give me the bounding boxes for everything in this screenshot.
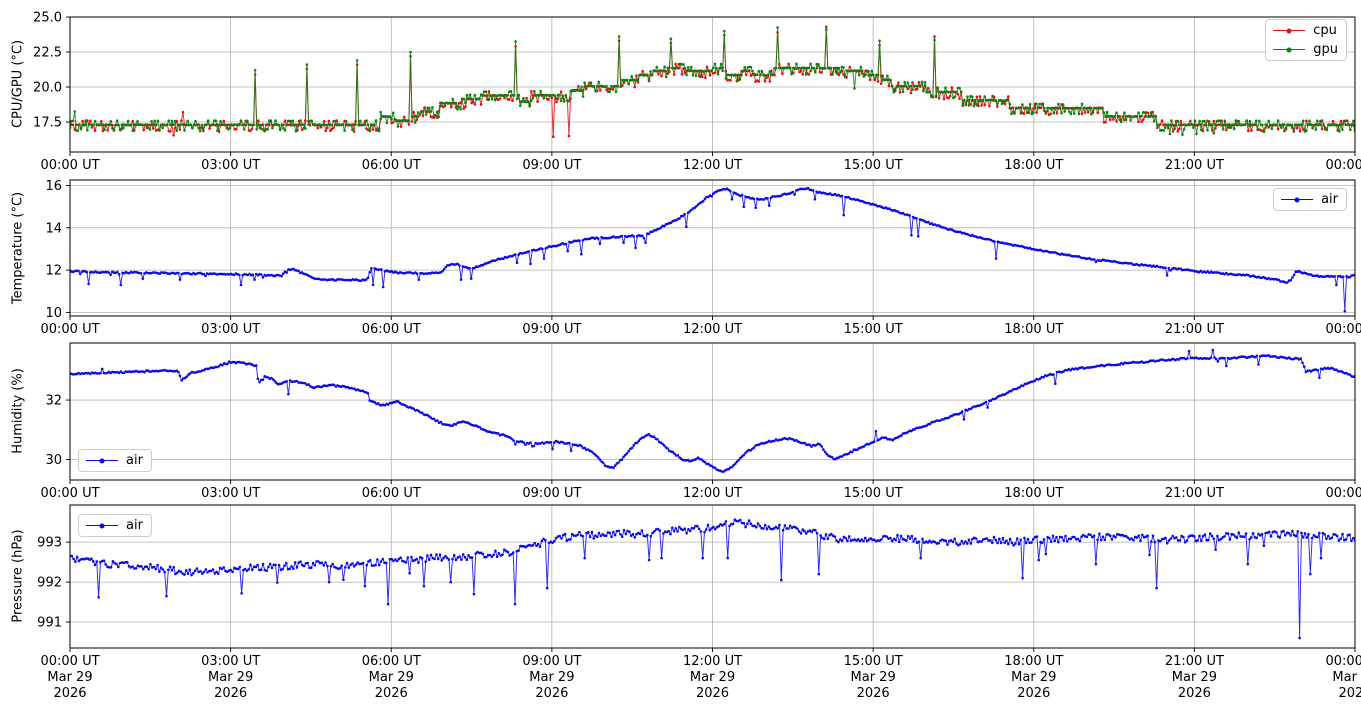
x-tick-year-label: 2026 bbox=[1017, 686, 1050, 701]
x-tick-label: 09:00 UT bbox=[522, 322, 581, 337]
x-tick-label: 00:00 UT bbox=[40, 158, 99, 173]
panel4-y-axis-label: Pressure (hPa) bbox=[10, 529, 26, 623]
panel-1: 17.5 20.0 22.5 25.0 00:00 UT 03:00 UT 06:00 UT… bbox=[33, 11, 1361, 174]
cpu-series-line bbox=[70, 26, 1355, 137]
x-tick-label: 00:00 UT bbox=[40, 654, 99, 669]
x-tick-label: 21:00 UT bbox=[1165, 486, 1224, 501]
x-tick-label: 00:00 UT bbox=[1325, 486, 1361, 501]
x-tick-label: 15:00 UT bbox=[844, 654, 903, 669]
legend-entry-air-humidity: air bbox=[86, 453, 143, 468]
x-tick-year-label: 2026 bbox=[535, 686, 568, 701]
x-tick-year-label: 2026 bbox=[1338, 686, 1361, 701]
x-tick-label: 06:00 UT bbox=[362, 158, 421, 173]
legend-pressure: air bbox=[78, 514, 152, 537]
legend-entry-air-temp: air bbox=[1281, 192, 1338, 207]
x-tick-label: 06:00 UT bbox=[362, 654, 421, 669]
x-tick-label: 15:00 UT bbox=[844, 486, 903, 501]
panel1-y-axis-label: CPU/GPU (°C) bbox=[10, 39, 26, 129]
x-tick-date-label: Mar 30 bbox=[1332, 670, 1361, 685]
legend-label-air-humidity: air bbox=[126, 453, 143, 468]
y-tick-label: 22.5 bbox=[33, 46, 62, 61]
x-tick-date-label: Mar 29 bbox=[1011, 670, 1056, 685]
x-tick-label: 18:00 UT bbox=[1004, 654, 1063, 669]
x-tick-label: 03:00 UT bbox=[201, 486, 260, 501]
panel2-y-axis-label: Temperature (°C) bbox=[10, 191, 26, 305]
x-tick-label: 00:00 UT bbox=[1325, 158, 1361, 173]
x-tick-label: 03:00 UT bbox=[201, 158, 260, 173]
x-tick-label: 00:00 UT bbox=[40, 486, 99, 501]
x-tick-date-label: Mar 29 bbox=[690, 670, 735, 685]
legend-label-air-temp: air bbox=[1321, 192, 1338, 207]
x-tick-label: 12:00 UT bbox=[683, 322, 742, 337]
panel-2: 10 12 14 16 00:00 UT 03:00 UT 06:00 UT 09:00 UT… bbox=[40, 179, 1361, 337]
legend-temperature: air bbox=[1273, 188, 1347, 211]
y-tick-label: 17.5 bbox=[33, 116, 62, 131]
x-tick-label: 03:00 UT bbox=[201, 322, 260, 337]
y-tick-label: 993 bbox=[37, 536, 62, 551]
x-tick-year-label: 2026 bbox=[696, 686, 729, 701]
x-tick-label: 09:00 UT bbox=[522, 158, 581, 173]
x-tick-label: 03:00 UT bbox=[201, 654, 260, 669]
y-tick-label: 16 bbox=[45, 179, 62, 194]
legend-entry-gpu: gpu bbox=[1273, 42, 1338, 57]
x-tick-label: 06:00 UT bbox=[362, 322, 421, 337]
x-tick-label: 15:00 UT bbox=[844, 158, 903, 173]
x-tick-label: 15:00 UT bbox=[844, 322, 903, 337]
x-tick-label: 12:00 UT bbox=[683, 486, 742, 501]
y-tick-label: 25.0 bbox=[33, 11, 62, 26]
y-tick-label: 10 bbox=[45, 306, 62, 321]
x-tick-label: 06:00 UT bbox=[362, 486, 421, 501]
y-tick-label: 12 bbox=[45, 264, 62, 279]
legend-label-air-pressure: air bbox=[126, 518, 143, 533]
x-tick-label: 12:00 UT bbox=[683, 654, 742, 669]
x-tick-year-label: 2026 bbox=[1178, 686, 1211, 701]
series-layer bbox=[70, 348, 1355, 473]
y-tick-label: 32 bbox=[45, 394, 62, 409]
y-tick-label: 20.0 bbox=[33, 81, 62, 96]
y-tick-label: 30 bbox=[45, 453, 62, 468]
x-tick-label: 09:00 UT bbox=[522, 654, 581, 669]
cpu-line-swatch bbox=[1273, 28, 1306, 33]
x-tick-label: 00:00 UT bbox=[1325, 322, 1361, 337]
panel3-y-axis-label: Humidity (%) bbox=[10, 368, 26, 454]
x-tick-label: 00:00 UT bbox=[40, 322, 99, 337]
x-tick-date-label: Mar 29 bbox=[851, 670, 896, 685]
air-humidity-line-swatch bbox=[86, 458, 118, 463]
x-tick-year-label: 2026 bbox=[857, 686, 890, 701]
air-temp-line-swatch bbox=[1281, 197, 1314, 202]
x-tick-label: 21:00 UT bbox=[1165, 654, 1224, 669]
y-tick-label: 991 bbox=[37, 616, 62, 631]
x-tick-date-label: Mar 29 bbox=[208, 670, 253, 685]
x-tick-date-label: Mar 29 bbox=[369, 670, 414, 685]
legend-label-gpu: gpu bbox=[1313, 42, 1338, 57]
legend-entry-cpu: cpu bbox=[1273, 23, 1338, 38]
x-tick-label: 09:00 UT bbox=[522, 486, 581, 501]
x-tick-year-label: 2026 bbox=[53, 686, 86, 701]
legend-label-cpu: cpu bbox=[1313, 23, 1337, 38]
x-tick-label: 21:00 UT bbox=[1165, 158, 1224, 173]
y-tick-label: 992 bbox=[37, 576, 62, 591]
panel-3: 30 32 00:00 UT 03:00 UT 06:00 UT 09:00 UT 12:0… bbox=[40, 342, 1361, 501]
x-tick-year-label: 2026 bbox=[214, 686, 247, 701]
gpu-line-swatch bbox=[1273, 47, 1306, 52]
legend-humidity: air bbox=[78, 449, 152, 472]
x-tick-date-label: Mar 29 bbox=[47, 670, 92, 685]
x-tick-label: 21:00 UT bbox=[1165, 322, 1224, 337]
x-tick-date-label: Mar 29 bbox=[529, 670, 574, 685]
x-tick-date-label: Mar 29 bbox=[1172, 670, 1217, 685]
x-tick-label: 18:00 UT bbox=[1004, 322, 1063, 337]
x-tick-label: 18:00 UT bbox=[1004, 158, 1063, 173]
legend-cpu-gpu: cpu gpu bbox=[1265, 19, 1347, 61]
x-tick-year-label: 2026 bbox=[375, 686, 408, 701]
x-tick-label: 12:00 UT bbox=[683, 158, 742, 173]
y-tick-label: 14 bbox=[45, 221, 62, 236]
x-tick-label: 00:00 UT bbox=[1325, 654, 1361, 669]
x-tick-label: 18:00 UT bbox=[1004, 486, 1063, 501]
air-pressure-line-swatch bbox=[86, 523, 118, 528]
legend-entry-air-pressure: air bbox=[86, 518, 143, 533]
